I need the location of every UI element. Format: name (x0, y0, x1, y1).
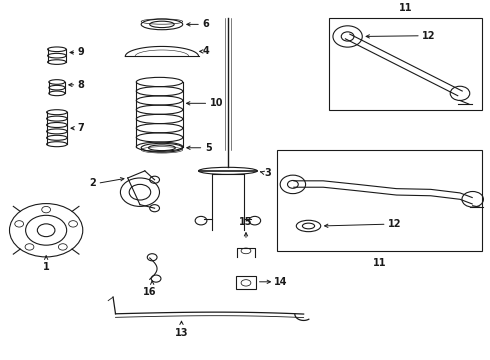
Text: 2: 2 (89, 178, 96, 188)
Bar (236, 276, 256, 289)
Text: 11: 11 (372, 258, 386, 268)
Text: 16: 16 (143, 287, 156, 297)
Bar (277, 149, 482, 251)
Text: 12: 12 (388, 219, 402, 229)
Text: 15: 15 (239, 217, 253, 227)
Text: 1: 1 (43, 261, 49, 271)
Text: 7: 7 (77, 123, 84, 133)
Text: 4: 4 (202, 46, 209, 57)
Text: 11: 11 (398, 3, 412, 13)
Text: 14: 14 (274, 277, 288, 287)
Text: 12: 12 (422, 31, 436, 41)
Text: 6: 6 (202, 19, 209, 30)
Text: 8: 8 (77, 80, 84, 90)
Bar (329, 18, 482, 111)
Text: 13: 13 (175, 328, 188, 338)
Text: 5: 5 (205, 143, 212, 153)
Text: 10: 10 (210, 98, 223, 108)
Text: 3: 3 (265, 168, 271, 177)
Text: 9: 9 (77, 48, 84, 58)
